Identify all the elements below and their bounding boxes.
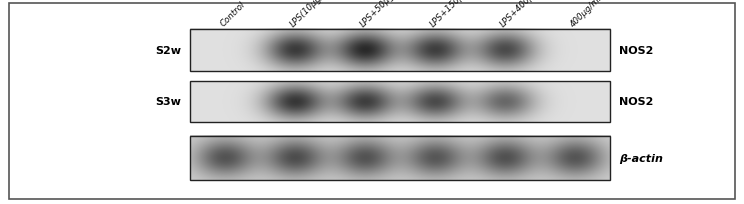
Bar [190,137,610,181]
Text: NOS2: NOS2 [619,45,653,55]
Text: S2w: S2w [155,45,181,55]
Bar [190,30,610,71]
Text: β-actin: β-actin [619,154,663,164]
Text: NOS2: NOS2 [619,97,653,107]
Text: LPS+400μg/ml: LPS+400μg/ml [498,0,550,29]
Text: S3w: S3w [155,97,181,107]
Text: 400μg/ml: 400μg/ml [568,0,604,29]
Text: Control: Control [219,0,247,29]
Bar [190,82,610,122]
Bar [190,30,610,71]
Text: LPS+150μg/ml: LPS+150μg/ml [429,0,480,29]
Text: LPS+50μg/ml: LPS+50μg/ml [359,0,406,29]
Bar [190,137,610,181]
Bar [190,82,610,122]
Text: LPS(10μg/ml): LPS(10μg/ml) [289,0,336,29]
